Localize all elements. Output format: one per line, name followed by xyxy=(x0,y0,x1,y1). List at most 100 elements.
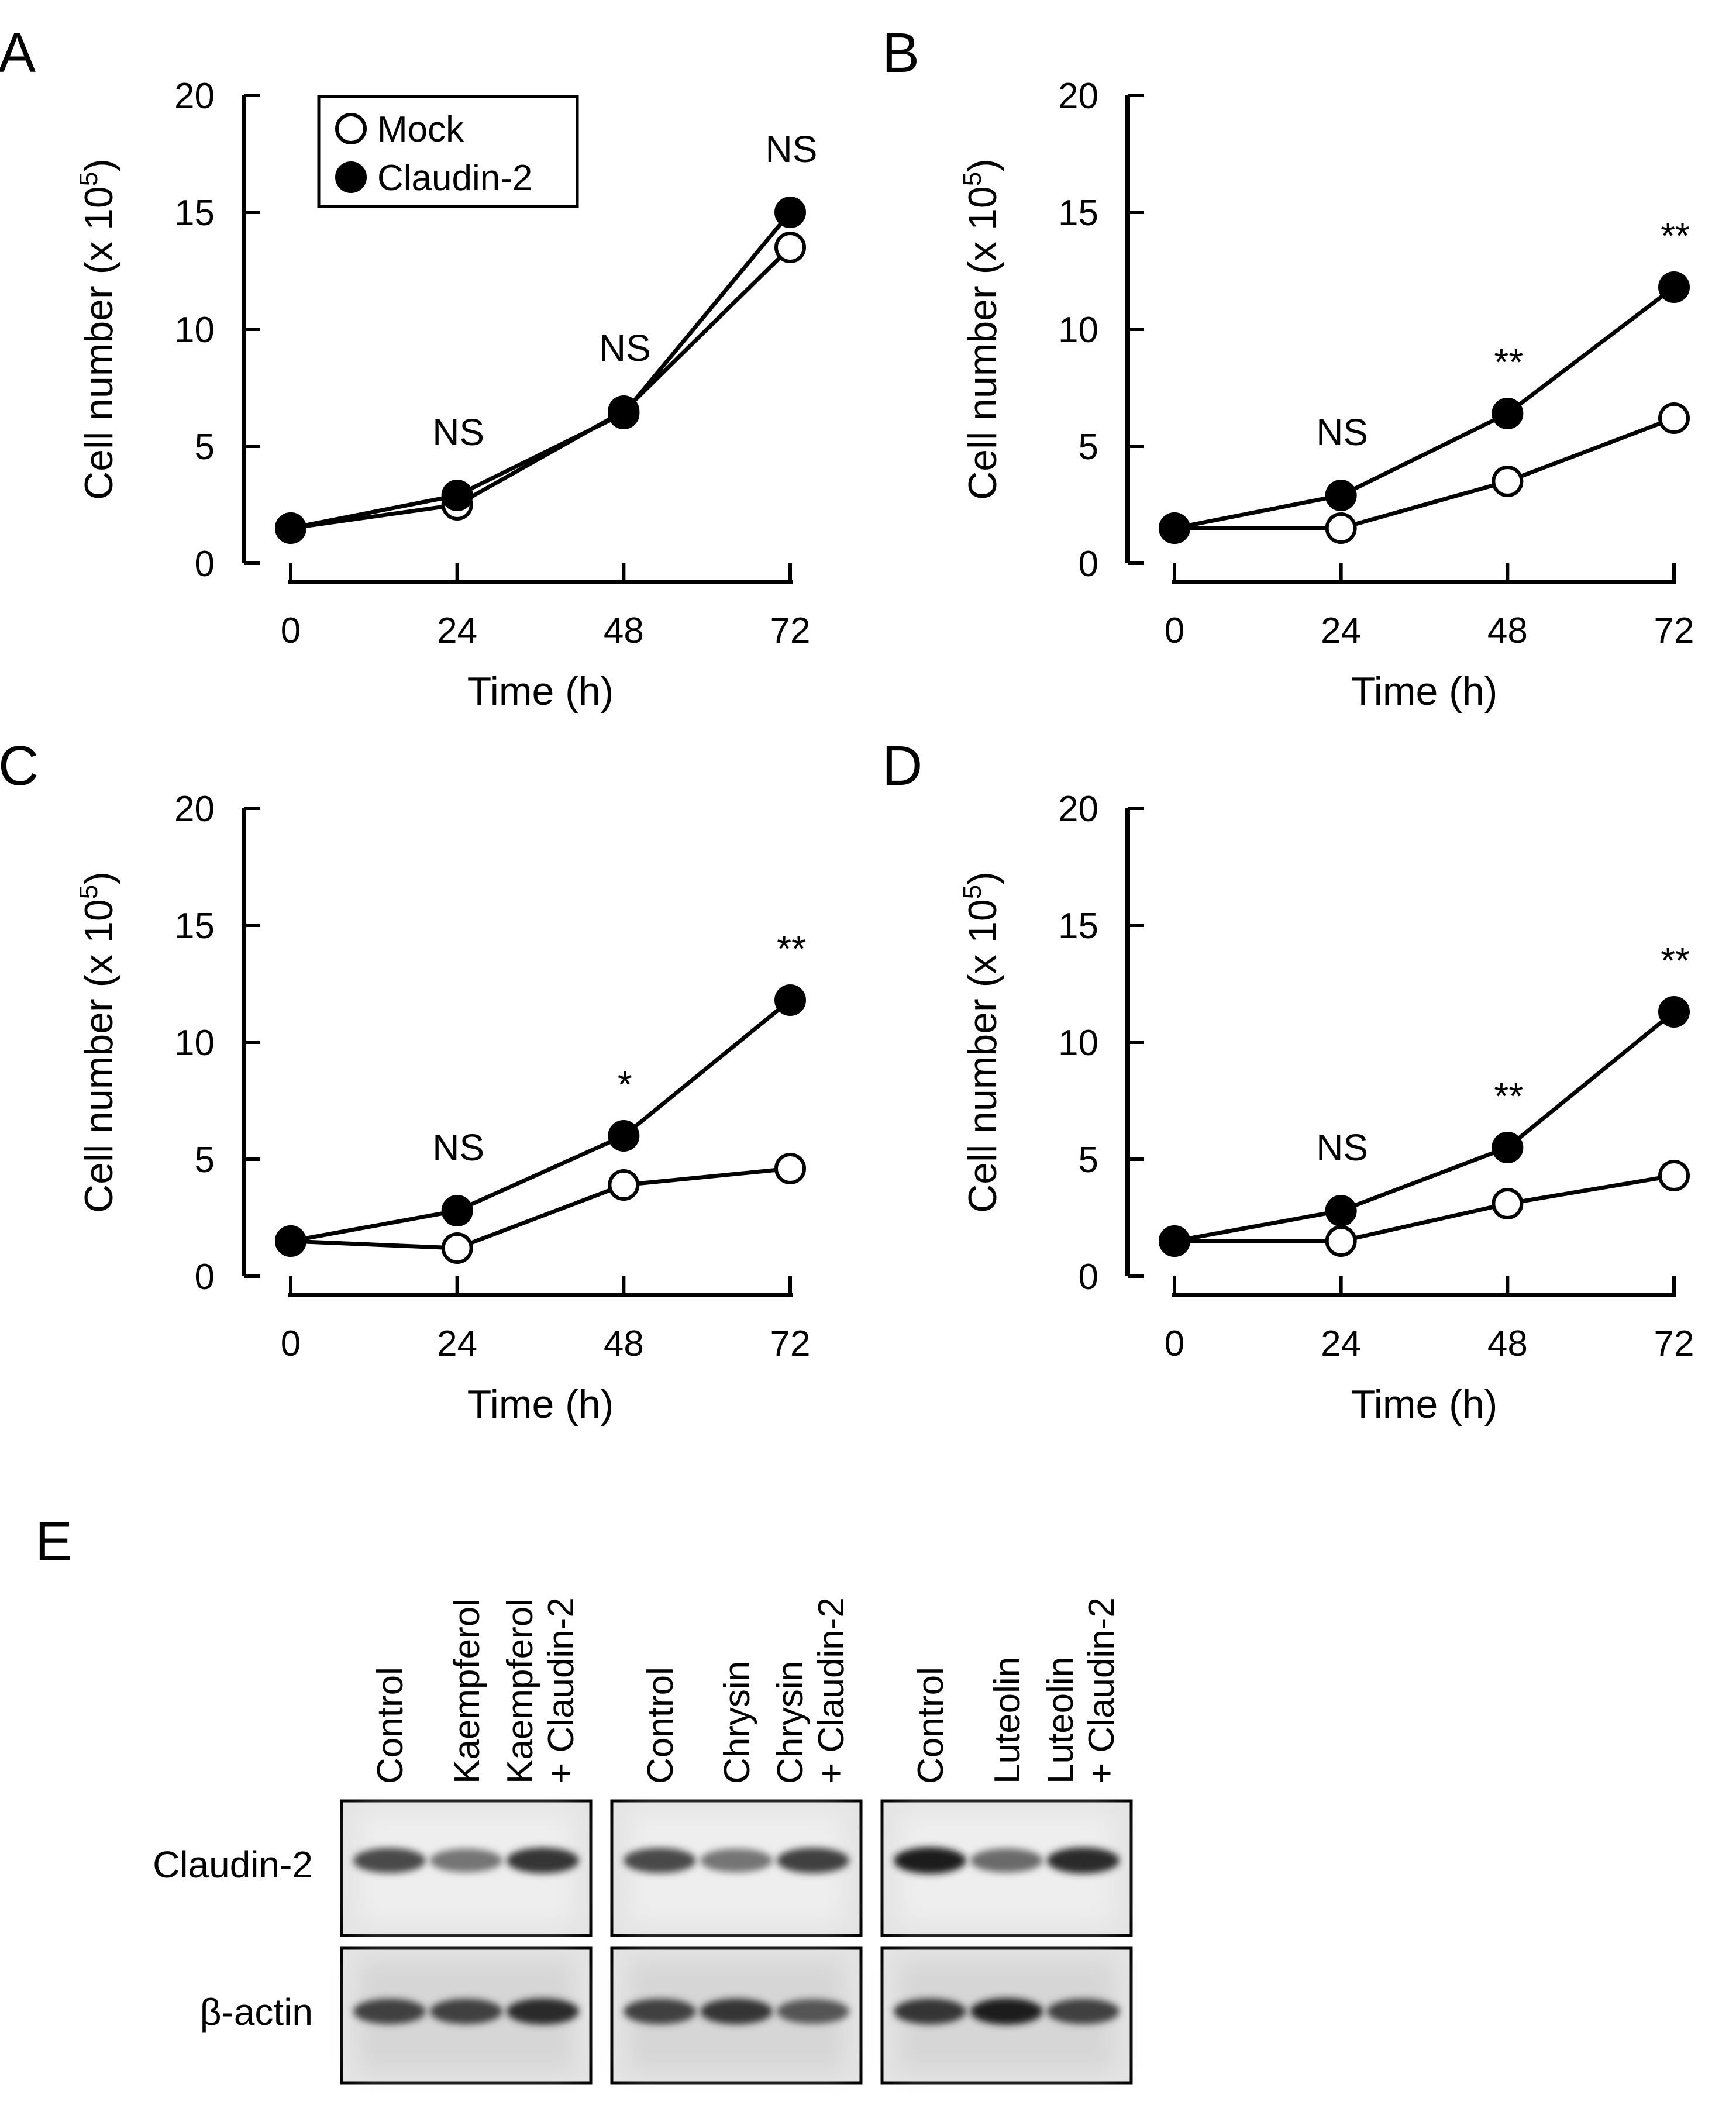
lane-label-line: Control xyxy=(370,1667,411,1784)
claudin2-band xyxy=(353,1848,426,1873)
lane-label: Chrysin xyxy=(717,1661,757,1784)
series-line-claudin-2 xyxy=(1174,1010,1676,1243)
y-axis-title-exponent: 5 xyxy=(74,172,103,186)
y-tick-label: 10 xyxy=(174,310,215,350)
y-tick-label: 5 xyxy=(1079,1140,1098,1180)
lane-label: Control xyxy=(370,1667,411,1784)
y-axis-title-exponent: 5 xyxy=(74,885,103,899)
lane-label-line: Luteolin xyxy=(987,1657,1028,1784)
legend-mock-label: Mock xyxy=(377,109,464,150)
data-point-claudin2 xyxy=(1658,271,1690,303)
y-tick-label: 0 xyxy=(195,1257,215,1297)
x-tick-label: 48 xyxy=(604,611,644,651)
lane-label-line: Kaempferol xyxy=(500,1598,540,1784)
lane-label-line: + Claudin-2 xyxy=(1081,1597,1122,1784)
x-tick-label: 72 xyxy=(1654,611,1694,651)
data-point-claudin2 xyxy=(774,984,806,1016)
actin-band xyxy=(624,1999,696,2024)
actin-band xyxy=(894,1998,966,2025)
data-point-mock xyxy=(1325,512,1357,544)
y-axis-title-close: ) xyxy=(77,871,121,885)
y-tick-label: 20 xyxy=(174,76,215,116)
blot-group-1: Control Kaempferol Kaempferol+ Claudin-2 xyxy=(340,1597,593,2085)
data-point-mock xyxy=(774,1153,806,1184)
blot-group-3: Control Luteolin Luteolin+ Claudin-2 xyxy=(880,1597,1133,2085)
series-line-mock xyxy=(1174,1173,1675,1243)
y-tick-label: 0 xyxy=(1079,544,1098,584)
x-axis-title: Time (h) xyxy=(1351,1382,1498,1427)
data-point-claudin2 xyxy=(1658,996,1690,1028)
lane-label: Luteolin+ Claudin-2 xyxy=(1041,1597,1122,1784)
panel-letter: B xyxy=(882,22,919,84)
chart-panel-A: A 0 5 10 15 20 0 24 48 72 Time (h) Cell number (x 1… xyxy=(0,22,817,714)
data-point-claudin2 xyxy=(608,1120,640,1152)
x-tick-label: 24 xyxy=(437,1324,477,1364)
data-point-claudin2 xyxy=(441,480,473,511)
y-axis-title-main: Cell number (x 10 xyxy=(77,899,121,1213)
series-line-claudin-2 xyxy=(1174,285,1676,530)
y-tick-label: 5 xyxy=(1079,427,1098,467)
significance-label: * xyxy=(618,1063,632,1105)
lane-label-line: Chrysin xyxy=(770,1661,811,1784)
x-tick-label: 0 xyxy=(1165,1324,1184,1364)
legend-claudin2-label: Claudin-2 xyxy=(377,158,532,198)
data-point-mock xyxy=(441,1232,473,1264)
actin-band xyxy=(700,1998,773,2025)
y-tick-label: 15 xyxy=(174,193,215,233)
y-tick-label: 10 xyxy=(1058,310,1098,350)
claudin2-band xyxy=(430,1848,502,1873)
y-axis-title-exponent: 5 xyxy=(958,172,987,186)
x-tick-label: 48 xyxy=(1487,611,1528,651)
lane-label: Kaempferol xyxy=(447,1598,487,1784)
data-point-claudin2 xyxy=(1325,1195,1357,1226)
lane-label-line: Control xyxy=(911,1667,951,1784)
legend-claudin2-marker xyxy=(335,161,367,193)
data-point-claudin2 xyxy=(1325,480,1357,511)
charts: A 0 5 10 15 20 0 24 48 72 Time (h) Cell number (x 1… xyxy=(0,22,1694,1427)
actin-band xyxy=(430,1999,502,2024)
data-point-claudin2 xyxy=(275,1225,306,1257)
lane-label-line: Luteolin xyxy=(1041,1657,1081,1784)
significance-label: ** xyxy=(1661,215,1690,257)
data-point-claudin2 xyxy=(774,197,806,228)
y-tick-label: 0 xyxy=(195,544,215,584)
y-axis-title-exponent: 5 xyxy=(958,885,987,899)
panel-letter: D xyxy=(882,735,922,797)
chart-panel-C: C 0 5 10 15 20 0 24 48 72 Time (h) Cell number (x 1… xyxy=(0,735,810,1427)
significance-label: ** xyxy=(1661,939,1690,981)
data-point-mock xyxy=(774,232,806,263)
y-axis-title: Cell number (x 105) xyxy=(958,159,1005,500)
data-point-claudin2 xyxy=(275,512,306,544)
x-tick-label: 72 xyxy=(1654,1324,1694,1364)
x-tick-label: 24 xyxy=(1321,1324,1361,1364)
lane-label-line: + Claudin-2 xyxy=(811,1597,852,1784)
data-point-claudin2 xyxy=(608,398,640,429)
x-axis-title: Time (h) xyxy=(1351,669,1498,714)
claudin2-band xyxy=(970,1848,1043,1873)
series-line-claudin-2 xyxy=(290,998,792,1243)
lane-label: Kaempferol+ Claudin-2 xyxy=(500,1597,581,1784)
claudin2-band xyxy=(894,1847,966,1874)
y-tick-label: 5 xyxy=(195,427,215,467)
actin-band xyxy=(970,1998,1043,2025)
y-axis-title-close: ) xyxy=(960,871,1005,885)
x-tick-label: 24 xyxy=(437,611,477,651)
data-point-mock xyxy=(1658,1160,1690,1191)
panel-letter: C xyxy=(0,735,39,797)
significance-label: ** xyxy=(777,928,806,970)
row-label-claudin2: Claudin-2 xyxy=(153,1844,313,1886)
y-tick-label: 5 xyxy=(195,1140,215,1180)
significance-label: NS xyxy=(432,1126,484,1169)
legend-mock-marker xyxy=(335,113,367,144)
y-tick-label: 20 xyxy=(174,789,215,829)
chart-panel-B: B 0 5 10 15 20 0 24 48 72 Time (h) Cell number (x 1… xyxy=(882,22,1694,714)
data-point-mock xyxy=(608,1169,640,1201)
y-axis-title: Cell number (x 105) xyxy=(74,159,121,500)
y-axis-title-main: Cell number (x 10 xyxy=(77,186,121,500)
claudin2-band xyxy=(700,1848,773,1873)
series-line-claudin-2 xyxy=(290,211,792,530)
lane-label: Chrysin+ Claudin-2 xyxy=(770,1597,852,1784)
y-tick-label: 10 xyxy=(174,1023,215,1063)
actin-band xyxy=(1047,1999,1120,2024)
